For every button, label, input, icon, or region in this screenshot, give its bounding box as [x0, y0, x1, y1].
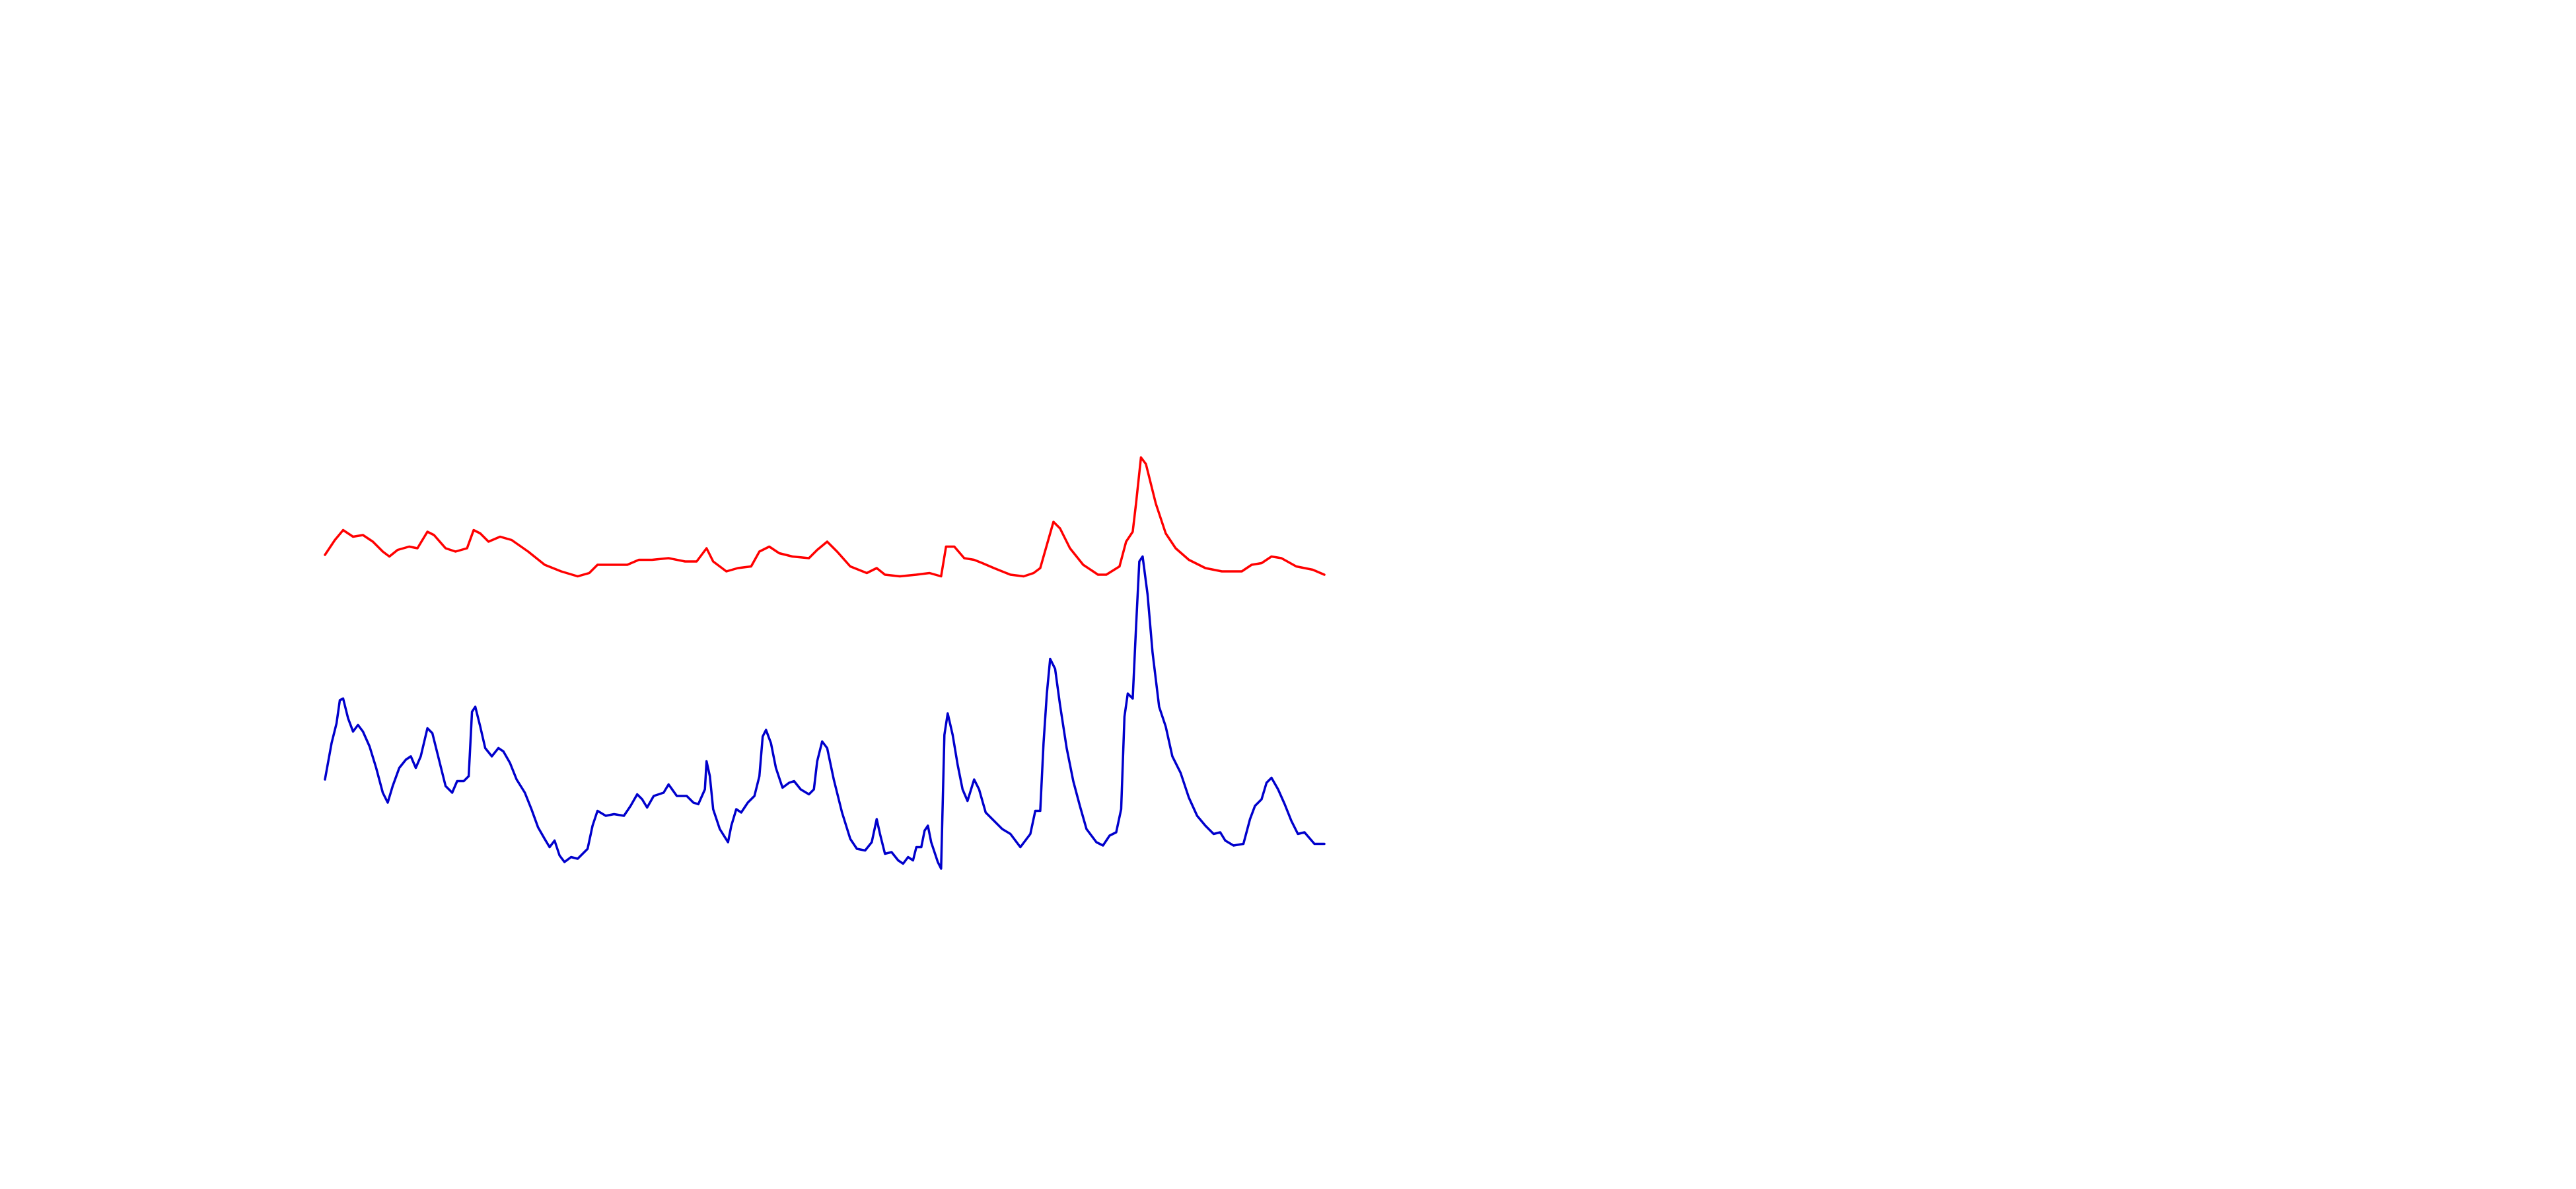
line-series — [324, 555, 1326, 870]
line-series — [324, 456, 1326, 578]
